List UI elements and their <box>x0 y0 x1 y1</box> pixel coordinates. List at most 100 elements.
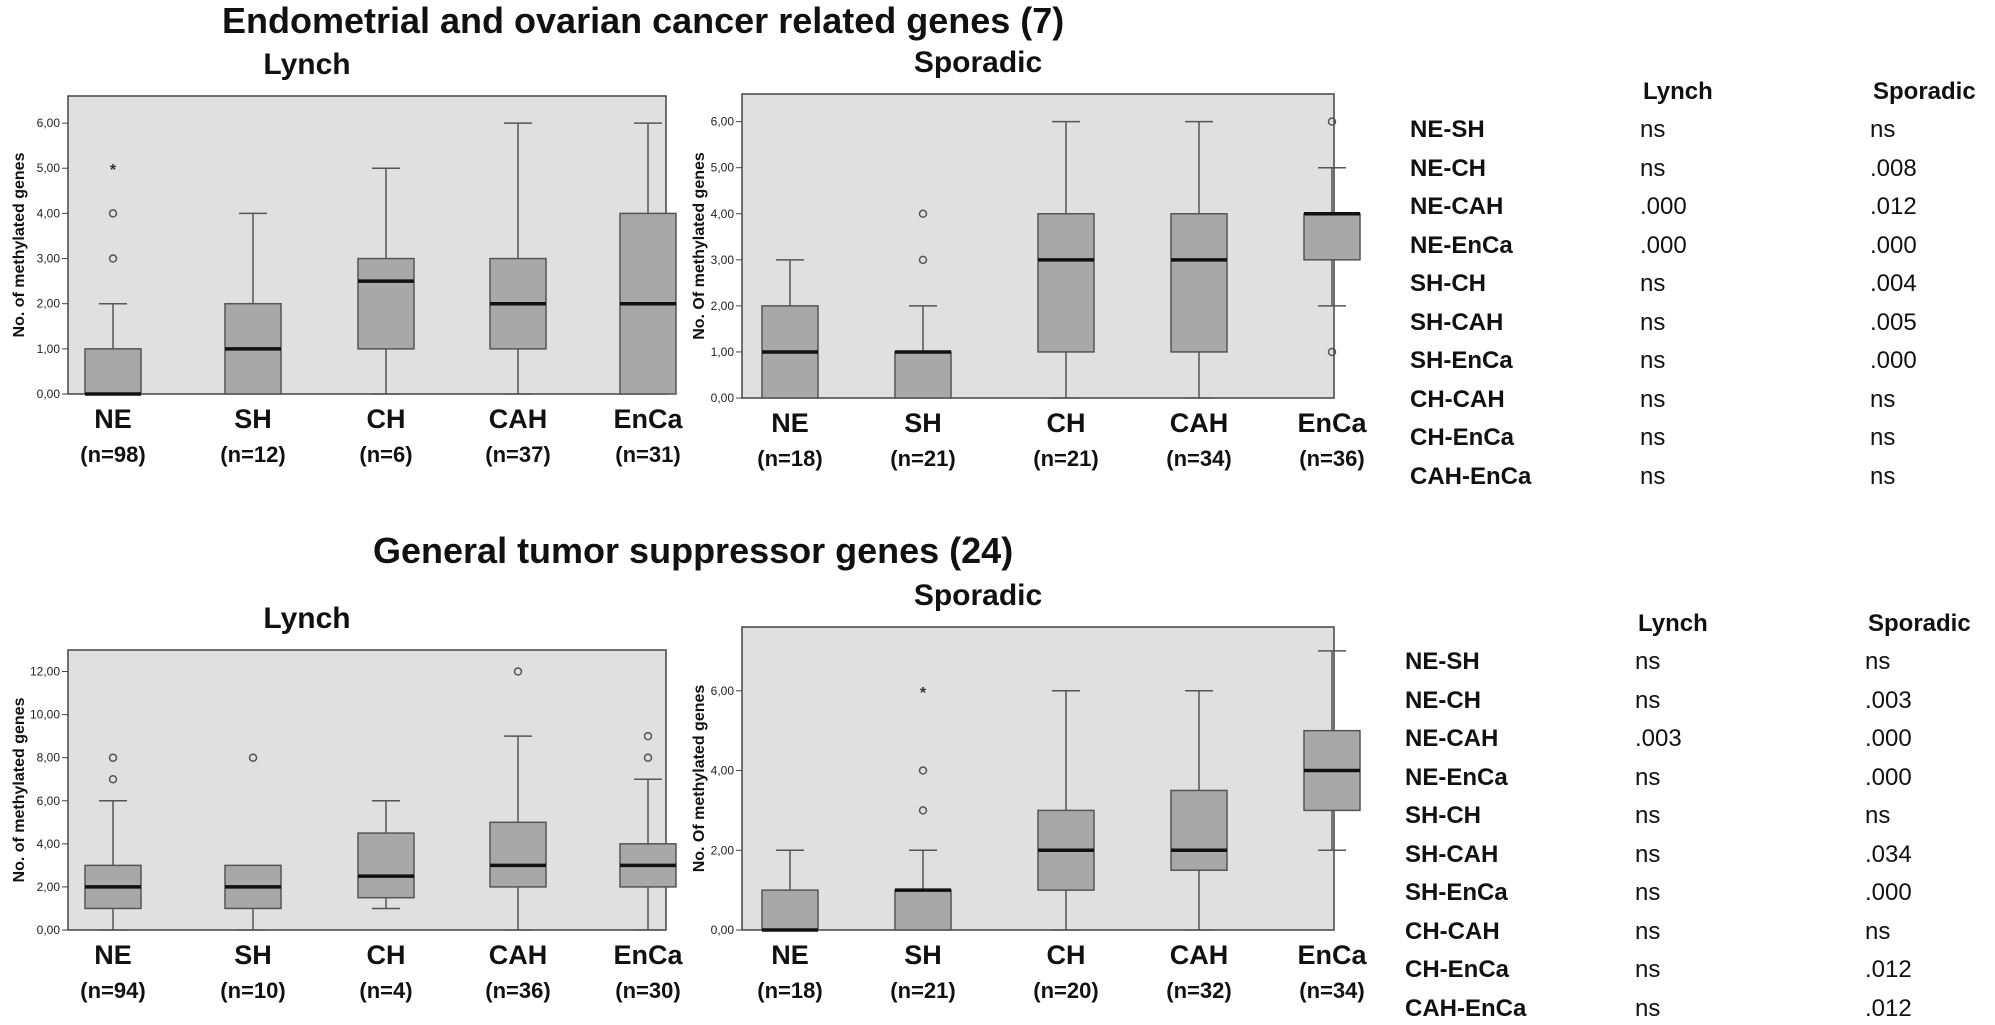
box-ne <box>84 348 142 395</box>
outlier-point <box>108 774 118 784</box>
y-axis-label: No. of methylated genes <box>11 697 28 882</box>
boxplot-tumor-suppressor-lynch: Lynch 0,00 2,00 4,00 6,00 8,00 10,00 12,00 No. o… <box>11 602 683 1003</box>
x-label-enca: EnCa <box>613 940 683 970</box>
y-tick-label: 3,00 <box>711 253 735 267</box>
comparison-label: CAH-EnCa <box>1410 462 1532 490</box>
y-axis-label: No. Of methylated genes <box>691 152 708 340</box>
section-title-endometrial: Endometrial and ovarian cancer related g… <box>222 0 1065 41</box>
lynch-pvalue: .000 <box>1640 193 1687 220</box>
y-tick-label: 8,00 <box>37 751 61 765</box>
comparison-label: NE-EnCa <box>1405 763 1508 791</box>
extreme-point: * <box>110 162 117 179</box>
sporadic-pvalue: .008 <box>1870 154 1917 182</box>
y-tick-label: 2,00 <box>711 299 735 313</box>
x-label-cah: CAH <box>489 940 548 970</box>
x-label-ne: NE <box>94 404 132 434</box>
lynch-pvalue: .000 <box>1640 231 1687 259</box>
sporadic-pvalue: .000 <box>1865 763 1912 791</box>
column-header-lynch: Lynch <box>1638 610 1708 637</box>
sporadic-pvalue: ns <box>1870 462 1896 490</box>
n-label-enca: (n=36) <box>1299 446 1364 471</box>
comparison-label: NE-CAH <box>1410 193 1504 220</box>
sporadic-pvalue: ns <box>1865 802 1891 829</box>
comparison-label: CH-CAH <box>1410 385 1505 413</box>
outlier-point <box>108 209 118 218</box>
y-tick-label: 6,00 <box>711 684 735 698</box>
comparison-label: CAH-EnCa <box>1405 994 1527 1022</box>
x-label-sh: SH <box>234 940 272 970</box>
lynch-pvalue: ns <box>1640 462 1666 490</box>
box-sh <box>894 351 952 399</box>
comparison-label: NE-CAH <box>1405 725 1499 752</box>
sporadic-pvalue: .034 <box>1865 840 1912 868</box>
lynch-pvalue: ns <box>1640 270 1666 297</box>
y-tick-label: 0,00 <box>37 387 61 401</box>
y-tick-label: 6,00 <box>711 115 735 129</box>
extreme-point: * <box>920 685 927 702</box>
outlier-point <box>918 209 928 219</box>
x-label-sh: SH <box>904 940 942 970</box>
y-tick-label: 1,00 <box>711 345 735 359</box>
n-label-sh: (n=12) <box>220 442 285 467</box>
lynch-pvalue: ns <box>1635 994 1661 1022</box>
sporadic-pvalue: .000 <box>1870 231 1917 259</box>
sporadic-pvalue: ns <box>1865 917 1891 945</box>
sporadic-pvalue: .000 <box>1865 725 1912 752</box>
y-tick-label: 10,00 <box>30 708 60 722</box>
outlier-point <box>643 731 653 741</box>
x-label-enca: EnCa <box>613 404 683 434</box>
n-label-cah: (n=37) <box>485 442 550 467</box>
sporadic-pvalue: .000 <box>1870 347 1917 374</box>
box-ch <box>1037 213 1095 353</box>
n-label-enca: (n=34) <box>1299 978 1364 1003</box>
column-header-lynch: Lynch <box>1643 78 1713 105</box>
n-label-ne: (n=18) <box>757 446 822 471</box>
outlier-point <box>918 255 928 265</box>
x-label-ch: CH <box>367 940 406 970</box>
outlier-point <box>108 254 118 263</box>
comparison-label: NE-CH <box>1410 154 1486 182</box>
significance-table-endometrial: Lynch Sporadic NE-SH ns ns NE-CH ns .008 NE-CAH.… <box>1410 78 1990 498</box>
n-label-cah: (n=34) <box>1166 446 1231 471</box>
comparison-label: NE-SH <box>1410 116 1485 143</box>
sporadic-pvalue: ns <box>1865 648 1891 675</box>
sporadic-pvalue: .005 <box>1870 308 1917 336</box>
y-tick-label: 3,00 <box>37 252 61 266</box>
y-tick-label: 1,00 <box>37 342 61 356</box>
comparison-label: SH-CH <box>1405 802 1481 829</box>
n-label-cah: (n=36) <box>485 978 550 1003</box>
box-sh <box>894 889 952 931</box>
chart-title: Sporadic <box>914 46 1042 79</box>
n-label-ne: (n=94) <box>80 978 145 1003</box>
n-label-ch: (n=20) <box>1033 978 1098 1003</box>
n-label-ch: (n=6) <box>359 442 412 467</box>
lynch-pvalue: ns <box>1640 116 1666 143</box>
y-tick-label: 0,00 <box>37 923 61 937</box>
n-label-sh: (n=10) <box>220 978 285 1003</box>
y-tick-label: 4,00 <box>711 764 735 778</box>
lynch-pvalue: .003 <box>1635 725 1682 752</box>
outlier-point <box>513 667 523 676</box>
n-label-ne: (n=98) <box>80 442 145 467</box>
x-label-ch: CH <box>367 404 406 434</box>
comparison-label: SH-CAH <box>1410 308 1504 336</box>
boxplot-endometrial-lynch: Lynch 0,00 1,00 2,00 3,00 4,00 5,00 6,00 No. of … <box>11 48 683 467</box>
boxplot-endometrial-sporadic: Sporadic 0,00 1,00 2,00 3,00 4,00 5,00 6,00 No. … <box>691 46 1367 471</box>
section-title-tumor-suppressor: General tumor suppressor genes (24) <box>373 530 1014 571</box>
comparison-label: NE-EnCa <box>1410 231 1513 259</box>
sporadic-pvalue: ns <box>1870 424 1896 451</box>
lynch-pvalue: ns <box>1635 840 1661 868</box>
y-tick-label: 6,00 <box>37 116 61 130</box>
y-tick-label: 6,00 <box>37 794 61 808</box>
lynch-pvalue: ns <box>1635 917 1661 945</box>
outlier-point <box>1327 117 1337 126</box>
lynch-pvalue: ns <box>1635 879 1661 906</box>
lynch-pvalue: ns <box>1640 385 1666 413</box>
sporadic-pvalue: .012 <box>1865 956 1912 983</box>
x-label-ch: CH <box>1047 408 1086 438</box>
x-label-sh: SH <box>234 404 272 434</box>
outlier-point <box>918 766 928 775</box>
chart-title: Lynch <box>263 48 350 81</box>
x-label-cah: CAH <box>1170 940 1229 970</box>
n-label-ne: (n=18) <box>757 978 822 1003</box>
